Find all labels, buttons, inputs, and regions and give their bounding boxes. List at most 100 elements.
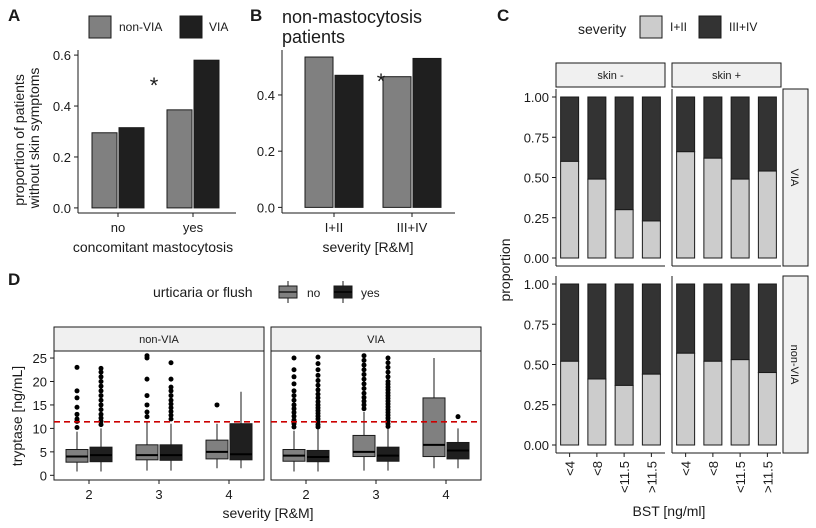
- box-outlier: [168, 409, 174, 415]
- x-tick-label: yes: [183, 220, 204, 235]
- box-outlier: [361, 381, 367, 387]
- facet-strip-col: [671, 62, 782, 88]
- box-outlier: [291, 409, 297, 415]
- panel-a-legend: non-VIA VIA: [88, 15, 228, 39]
- facet-strip-label: VIA: [367, 334, 385, 346]
- box-outlier: [74, 411, 80, 417]
- box-outlier: [291, 355, 297, 361]
- panel-c: C severity I+II III+IV skin - skin + VIA no…: [497, 6, 809, 519]
- legend-label-low-severity: I+II: [670, 20, 687, 34]
- panel-a-plot: 0.0 0.2 0.4 0.6 no yes: [53, 48, 236, 235]
- panel-d-plot: non-VIA 0 5 10 15 20 25 2 3 4 VIA 2 3 4: [33, 326, 482, 502]
- panel-b-significance: *: [377, 69, 386, 94]
- panel-b-plot: 0.0 0.2 0.4 I+II III+IV: [257, 50, 455, 235]
- y-tick-label: 1.00: [524, 277, 549, 292]
- legend-swatch-low-severity: [639, 15, 663, 39]
- y-tick-label: 0.0: [257, 200, 275, 215]
- legend-swatch-high-severity: [698, 15, 722, 39]
- y-tick-label: 20: [33, 374, 47, 389]
- box-outlier: [98, 407, 104, 413]
- y-tick-label: 25: [33, 351, 47, 366]
- box-outlier: [144, 409, 150, 415]
- bar-low-severity: [614, 384, 634, 446]
- panel-b: B non-mastocytosis patients 0.0 0.2 0.4 I+I…: [250, 6, 455, 255]
- bar-high-severity: [641, 96, 661, 222]
- panel-a-ylabel-line1: proportion of patients: [11, 74, 27, 206]
- bar-high-severity: [560, 283, 580, 362]
- bar-low-severity: [730, 178, 750, 259]
- box-outlier: [361, 390, 367, 396]
- bar-low-severity: [587, 178, 607, 259]
- bar: [193, 59, 220, 209]
- bar-high-severity: [676, 96, 696, 153]
- box-outlier: [144, 376, 150, 382]
- box-outlier: [361, 362, 367, 368]
- box-outlier: [98, 369, 104, 375]
- box-outlier: [291, 406, 297, 412]
- x-tick-label: <11.5: [733, 461, 748, 493]
- box-outlier: [144, 402, 150, 408]
- bar-high-severity: [703, 96, 723, 159]
- box-outlier: [315, 395, 321, 401]
- panel-a-significance: *: [150, 73, 159, 98]
- box-outlier: [168, 376, 174, 382]
- y-tick-label: 0.2: [53, 150, 71, 165]
- x-tick-label: I+II: [325, 220, 343, 235]
- panel-d-letter: D: [8, 270, 20, 289]
- y-tick-label: 0.75: [524, 317, 549, 332]
- box-outlier: [98, 365, 104, 371]
- bar: [412, 57, 442, 208]
- facet-strip-row-label: VIA: [788, 169, 800, 187]
- panel-d-ylabel: tryptase [ng/mL]: [9, 366, 25, 466]
- x-tick-label: <4: [679, 461, 694, 476]
- bar-high-severity: [587, 283, 607, 380]
- box-outlier: [361, 371, 367, 377]
- panel-b-title: non-mastocytosis patients: [282, 7, 427, 47]
- legend-label-nonvia: non-VIA: [119, 20, 162, 34]
- box-outlier: [315, 372, 321, 378]
- legend-label-urticaria-yes: yes: [361, 286, 380, 300]
- box-iqr: [135, 444, 159, 461]
- bar-low-severity: [676, 151, 696, 259]
- box-outlier: [214, 402, 220, 408]
- box-outlier: [168, 397, 174, 403]
- facet-strip-row: [782, 88, 809, 267]
- box-iqr: [229, 423, 253, 461]
- y-tick-label: 15: [33, 398, 47, 413]
- x-tick-label: 3: [372, 487, 379, 502]
- x-tick-label: <8: [706, 461, 721, 476]
- box-outlier: [291, 393, 297, 399]
- box-outlier: [291, 388, 297, 394]
- y-tick-label: 0: [40, 468, 47, 483]
- y-tick-label: 0.25: [524, 398, 549, 413]
- x-tick-label: >11.5: [760, 461, 775, 493]
- legend-swatch-via: [179, 15, 203, 39]
- facet-strip: [53, 326, 265, 352]
- box-outlier: [291, 397, 297, 403]
- box-outlier: [144, 353, 150, 359]
- y-tick-label: 0.4: [53, 99, 71, 114]
- bar-high-severity: [757, 283, 777, 374]
- panel-c-legend: severity I+II III+IV: [578, 15, 757, 39]
- box-outlier: [98, 402, 104, 408]
- box-outlier: [168, 384, 174, 390]
- y-tick-label: 0.2: [257, 144, 275, 159]
- bar: [304, 56, 334, 208]
- x-tick-label: >11.5: [644, 461, 659, 493]
- box-outlier: [315, 387, 321, 393]
- box-iqr: [376, 446, 400, 462]
- box-outlier: [361, 367, 367, 373]
- legend-swatch-nonvia: [88, 15, 112, 39]
- box-outlier: [361, 357, 367, 363]
- facet-strip-col-label: skin +: [712, 70, 741, 82]
- box-outlier: [74, 395, 80, 401]
- x-tick-label: 4: [442, 487, 449, 502]
- legend-label-high-severity: III+IV: [729, 20, 757, 34]
- y-tick-label: 0.00: [524, 251, 549, 266]
- box-outlier: [168, 405, 174, 411]
- box-outlier: [74, 364, 80, 370]
- box-outlier: [98, 415, 104, 421]
- box-outlier: [315, 378, 321, 384]
- bar-high-severity: [703, 283, 723, 362]
- box-outlier: [385, 378, 391, 384]
